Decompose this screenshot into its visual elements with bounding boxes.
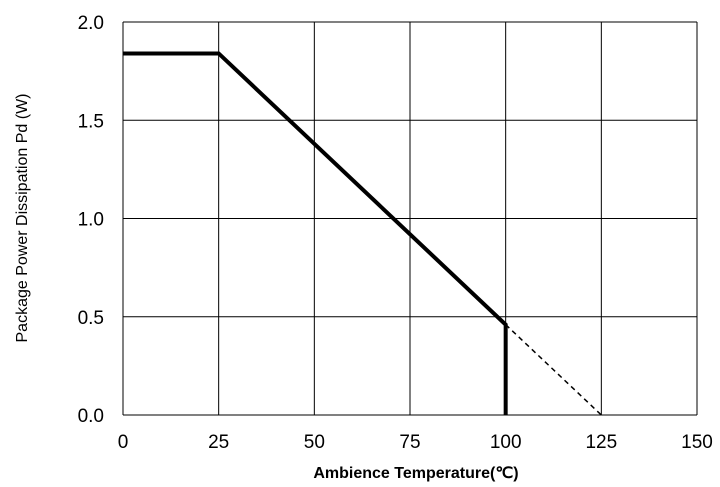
- y-tick-labels: 0.0 0.5 1.0 1.5 2.0: [78, 13, 104, 427]
- x-tick-label: 125: [585, 432, 617, 453]
- x-tick-label: 100: [490, 432, 522, 453]
- x-tick-label: 0: [118, 432, 129, 453]
- y-tick-label: 1.5: [78, 111, 104, 132]
- x-tick-label: 50: [304, 432, 325, 453]
- y-tick-label: 1.0: [78, 210, 104, 231]
- grid-layer: [122, 21, 698, 416]
- y-tick-label: 2.0: [78, 13, 104, 34]
- x-tick-label: 25: [208, 432, 229, 453]
- y-axis-title: Package Power Dissipation Pd (W): [14, 94, 31, 343]
- series-dashed-line: [505, 324, 602, 416]
- x-tick-labels: 0 25 50 75 100 125 150: [118, 432, 713, 453]
- y-tick-label: 0.0: [78, 406, 104, 427]
- y-tick-label: 0.5: [78, 308, 104, 329]
- x-tick-label: 150: [681, 432, 713, 453]
- series-layer: [123, 51, 602, 416]
- x-axis-title: Ambience Temperature(℃): [313, 465, 518, 482]
- x-tick-label: 75: [399, 432, 420, 453]
- series-solid-line: [123, 51, 508, 415]
